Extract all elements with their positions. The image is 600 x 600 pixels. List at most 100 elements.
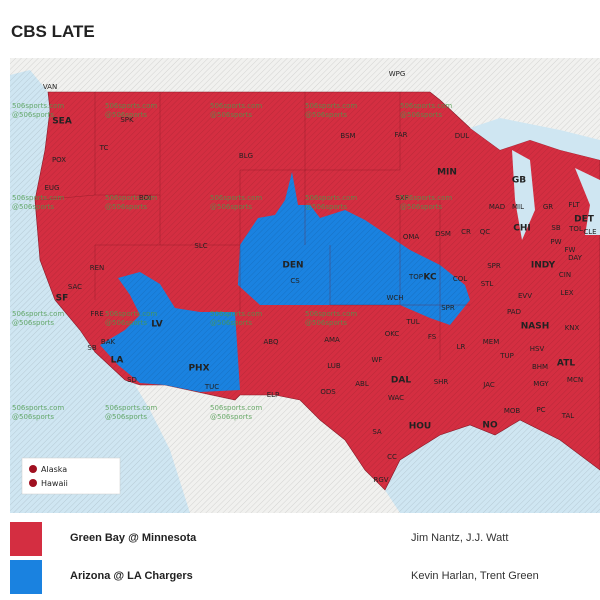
- city-label: SLC: [194, 242, 207, 250]
- city-label: LA: [111, 356, 124, 366]
- city-label: BOI: [139, 194, 151, 202]
- city-label: JAC: [482, 381, 495, 389]
- watermark: @506sports: [105, 203, 147, 211]
- watermark: @506sports: [400, 111, 442, 119]
- watermark: 506sports.com: [305, 194, 357, 202]
- watermark: 506sports.com: [105, 404, 157, 412]
- watermark: @506sports: [12, 203, 54, 211]
- city-label: CS: [290, 277, 300, 285]
- matchup: Green Bay @ Minnesota: [70, 532, 197, 544]
- announcers: Kevin Harlan, Trent Green: [411, 570, 539, 582]
- city-label: LR: [457, 343, 466, 351]
- watermark: @506sports: [210, 203, 252, 211]
- city-label: COL: [453, 275, 467, 283]
- city-label: DSM: [435, 230, 451, 238]
- watermark: 506sports.com: [210, 102, 262, 110]
- city-label: GB: [512, 176, 526, 186]
- city-label: KC: [423, 273, 437, 283]
- watermark: 506sports.com: [12, 404, 64, 412]
- city-label: AMA: [324, 336, 340, 344]
- city-label: MGY: [533, 380, 549, 388]
- city-label: LEX: [560, 289, 573, 297]
- watermark: @506sports: [105, 111, 147, 119]
- watermark: @506sports: [12, 319, 54, 327]
- city-label: FLT: [568, 201, 580, 209]
- city-label: LV: [151, 320, 162, 330]
- city-label: TUL: [405, 318, 419, 326]
- watermark: 506sports.com: [210, 404, 262, 412]
- city-labels: VAN WPG SEA SPK TC POX BLG BSM FAR DUL MIN GB EUG BOI…: [43, 70, 597, 484]
- city-label: FRE: [90, 310, 103, 318]
- watermark: @506sports: [105, 413, 147, 421]
- city-label: ODS: [320, 388, 336, 396]
- city-label: FS: [428, 333, 437, 341]
- city-label: STL: [481, 280, 494, 288]
- city-label: DET: [574, 215, 595, 225]
- city-label: MEM: [483, 338, 500, 346]
- inset-label: Hawaii: [41, 479, 68, 488]
- city-label: VAN: [43, 83, 57, 91]
- city-label: ABL: [355, 380, 369, 388]
- city-label: TAL: [561, 412, 575, 420]
- city-label: HSV: [530, 345, 545, 353]
- city-label: GR: [543, 203, 553, 211]
- city-label: EUG: [45, 184, 60, 192]
- city-label: INDY: [531, 261, 556, 271]
- inset-label: Alaska: [41, 465, 67, 474]
- city-label: CIN: [559, 271, 571, 279]
- city-label: SB: [87, 344, 96, 352]
- inset-dot: [29, 479, 37, 487]
- city-label: POX: [52, 156, 66, 164]
- city-label: MAD: [489, 203, 505, 211]
- watermark: 506sports.com: [400, 194, 452, 202]
- watermark: 506sports.com: [210, 194, 262, 202]
- city-label: WAC: [388, 394, 404, 402]
- city-label: CLE: [583, 228, 596, 236]
- announcers: Jim Nantz, J.J. Watt: [411, 532, 509, 544]
- city-label: TOL: [568, 225, 583, 233]
- watermark: @506sports: [210, 319, 252, 327]
- watermark: 506sports.com: [12, 102, 64, 110]
- city-label: RGV: [373, 476, 388, 484]
- city-label: BLG: [239, 152, 253, 160]
- city-label: FW: [565, 246, 576, 254]
- great-lakes: [470, 118, 600, 240]
- city-label: WF: [372, 356, 383, 364]
- city-label: BAK: [101, 338, 116, 346]
- city-label: CHI: [513, 224, 531, 234]
- watermark: @506sports: [305, 203, 347, 211]
- city-label: SB: [551, 224, 560, 232]
- city-label: TUC: [204, 383, 219, 391]
- city-label: TC: [99, 144, 109, 152]
- title: CBS LATE: [11, 22, 95, 41]
- watermark: 506sports.com: [12, 194, 64, 202]
- city-label: MOB: [504, 407, 521, 415]
- watermark: 506sports.com: [105, 102, 157, 110]
- city-label: DUL: [455, 132, 470, 140]
- city-label: SHR: [434, 378, 449, 386]
- city-label: SPK: [120, 116, 134, 124]
- city-label: PHX: [188, 364, 209, 374]
- city-label: CC: [387, 453, 397, 461]
- watermark: @506sports: [12, 111, 54, 119]
- city-label: HOU: [409, 422, 432, 432]
- watermark: @506sports: [210, 111, 252, 119]
- watermark: @506sports: [210, 413, 252, 421]
- city-label: DAL: [391, 376, 411, 386]
- city-label: TUP: [499, 352, 514, 360]
- watermark: @506sports: [400, 203, 442, 211]
- watermark: 506sports.com: [400, 102, 452, 110]
- city-label: SF: [56, 294, 69, 304]
- city-label: NO: [482, 421, 498, 431]
- city-label: BHM: [532, 363, 548, 371]
- inset-legend: [21, 457, 121, 495]
- city-label: SPR: [487, 262, 501, 270]
- city-label: QC: [480, 228, 491, 236]
- city-label: DAY: [568, 254, 583, 262]
- watermark: @506sports: [105, 319, 147, 327]
- legend-swatch: [10, 522, 42, 556]
- city-label: PW: [550, 238, 561, 246]
- watermark: 506sports.com: [305, 310, 357, 318]
- watermark: 506sports.com: [210, 310, 262, 318]
